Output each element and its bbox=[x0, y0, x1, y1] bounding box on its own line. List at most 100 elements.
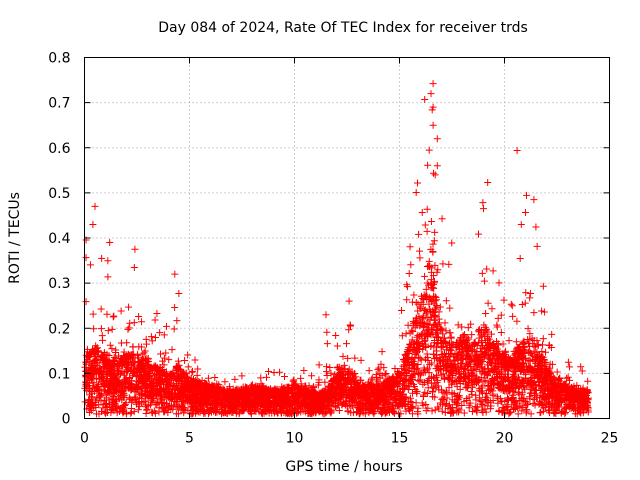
data-point bbox=[247, 382, 255, 390]
data-point bbox=[374, 366, 382, 374]
data-point bbox=[508, 302, 516, 310]
data-point bbox=[480, 277, 488, 285]
data-point bbox=[433, 268, 441, 276]
data-point bbox=[108, 325, 116, 333]
data-point bbox=[431, 393, 439, 401]
data-point bbox=[421, 272, 429, 280]
data-point bbox=[410, 291, 418, 299]
data-point bbox=[188, 368, 196, 376]
data-point bbox=[458, 402, 466, 410]
data-point bbox=[323, 340, 331, 348]
data-point bbox=[130, 319, 138, 327]
data-point bbox=[99, 363, 107, 371]
data-point bbox=[412, 299, 420, 307]
data-point bbox=[440, 334, 448, 342]
data-point bbox=[129, 343, 137, 351]
data-point bbox=[484, 299, 492, 307]
data-point bbox=[433, 361, 441, 369]
data-point bbox=[432, 329, 440, 337]
data-point bbox=[378, 348, 386, 356]
data-point bbox=[389, 378, 397, 386]
data-point bbox=[82, 254, 90, 262]
data-point bbox=[431, 293, 439, 301]
data-point bbox=[532, 381, 540, 389]
data-point bbox=[159, 369, 167, 377]
data-point bbox=[145, 361, 153, 369]
data-point bbox=[136, 362, 144, 370]
data-point bbox=[513, 317, 521, 325]
data-point bbox=[416, 369, 424, 377]
data-point bbox=[184, 363, 192, 371]
data-point bbox=[160, 354, 168, 362]
data-point bbox=[86, 261, 94, 269]
data-point bbox=[211, 374, 219, 382]
data-point bbox=[151, 334, 159, 342]
data-point bbox=[495, 406, 503, 414]
data-point bbox=[539, 282, 547, 290]
data-point bbox=[82, 298, 90, 306]
data-point bbox=[429, 272, 437, 280]
data-point bbox=[468, 331, 476, 339]
data-point bbox=[428, 264, 436, 272]
data-point bbox=[530, 309, 538, 317]
data-point bbox=[415, 230, 423, 238]
data-point bbox=[430, 316, 438, 324]
data-point bbox=[134, 406, 142, 414]
data-point bbox=[494, 341, 502, 349]
data-point bbox=[424, 384, 432, 392]
data-point bbox=[421, 306, 429, 314]
data-point bbox=[475, 328, 483, 336]
data-point bbox=[473, 362, 481, 370]
data-point bbox=[493, 321, 501, 329]
data-point bbox=[297, 380, 305, 388]
data-point bbox=[429, 350, 437, 358]
data-point bbox=[125, 324, 133, 332]
data-point bbox=[149, 396, 157, 404]
data-point bbox=[137, 372, 145, 380]
data-point bbox=[124, 325, 132, 333]
data-point bbox=[142, 409, 150, 417]
data-point bbox=[323, 372, 331, 380]
data-point bbox=[130, 264, 138, 272]
data-point bbox=[106, 341, 114, 349]
data-point bbox=[117, 307, 125, 315]
data-point bbox=[566, 376, 574, 384]
data-point bbox=[162, 322, 170, 330]
data-point bbox=[89, 310, 97, 318]
data-point bbox=[584, 377, 592, 385]
data-point bbox=[332, 331, 340, 339]
data-point bbox=[163, 368, 171, 376]
data-point bbox=[426, 316, 434, 324]
data-point bbox=[160, 331, 168, 339]
data-point bbox=[141, 388, 149, 396]
data-point bbox=[523, 399, 531, 407]
data-point bbox=[488, 305, 496, 313]
data-point bbox=[111, 374, 119, 382]
data-point bbox=[430, 339, 438, 347]
data-point bbox=[147, 333, 155, 341]
data-point bbox=[494, 314, 502, 322]
data-point bbox=[429, 284, 437, 292]
data-point bbox=[171, 303, 179, 311]
data-point bbox=[414, 339, 422, 347]
data-point bbox=[430, 384, 438, 392]
data-point bbox=[478, 269, 486, 277]
data-point bbox=[495, 279, 503, 287]
data-point bbox=[110, 312, 118, 320]
data-point bbox=[158, 357, 166, 365]
data-point bbox=[405, 344, 413, 352]
data-point bbox=[181, 356, 189, 364]
data-point bbox=[421, 388, 429, 396]
data-point bbox=[526, 336, 534, 344]
data-point bbox=[142, 403, 150, 411]
data-point bbox=[416, 254, 424, 262]
data-point bbox=[564, 373, 572, 381]
data-point bbox=[468, 391, 476, 399]
data-point bbox=[499, 340, 507, 348]
data-point bbox=[201, 409, 209, 417]
data-point bbox=[482, 408, 490, 416]
data-point bbox=[475, 327, 483, 335]
data-point bbox=[148, 337, 156, 345]
data-point bbox=[439, 260, 447, 268]
data-point bbox=[531, 390, 539, 398]
